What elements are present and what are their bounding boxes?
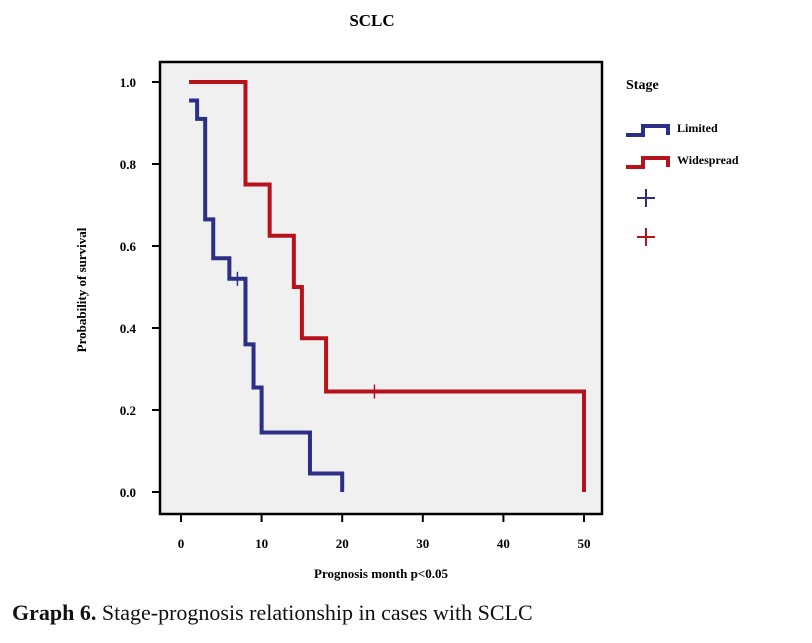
legend-censor-marker-limited: [637, 189, 655, 207]
chart-title: SCLC: [349, 11, 394, 30]
x-tick-label: 20: [336, 536, 349, 551]
y-tick-label: 0.8: [120, 157, 137, 172]
y-axis-label: Probability of survival: [74, 227, 89, 352]
caption-label: Graph 6.: [12, 600, 97, 625]
plot-area: [158, 60, 604, 516]
y-tick-label: 0.2: [120, 403, 136, 418]
y-tick-label: 0.0: [120, 485, 136, 500]
y-axis: 0.0 0.2 0.4 0.6 0.8 1.0: [120, 75, 160, 500]
caption-text: Stage-prognosis relationship in cases wi…: [96, 600, 533, 625]
survival-curve-widespread: [189, 80, 586, 492]
legend-line-limited: [626, 124, 670, 137]
y-tick-label: 1.0: [120, 75, 136, 90]
x-axis-label: Prognosis month p<0.05: [314, 566, 448, 581]
x-tick-label: 10: [255, 536, 268, 551]
y-tick-label: 0.6: [120, 239, 137, 254]
legend-label-limited: Limited: [677, 121, 718, 135]
legend-label-widespread: Widespread: [677, 153, 739, 167]
x-axis: 0 10 20 30 40 50: [178, 514, 591, 551]
x-tick-label: 50: [578, 536, 591, 551]
y-tick-label: 0.4: [120, 321, 137, 336]
figure-caption: Graph 6. Stage-prognosis relationship in…: [12, 600, 533, 626]
survival-curve-limited: [189, 98, 345, 492]
series-group: [189, 80, 586, 492]
legend: Stage Limited Widespread: [626, 78, 739, 246]
km-chart: SCLC 0.0 0.2 0.4 0.6 0.8 1.0 0 10 20 30 40 50 Prob…: [74, 11, 739, 581]
legend-censor-marker-widespread: [637, 228, 655, 246]
legend-line-widespread: [626, 156, 670, 169]
x-tick-label: 40: [497, 536, 510, 551]
legend-title: Stage: [626, 78, 659, 93]
x-tick-label: 0: [178, 536, 185, 551]
x-tick-label: 30: [416, 536, 429, 551]
